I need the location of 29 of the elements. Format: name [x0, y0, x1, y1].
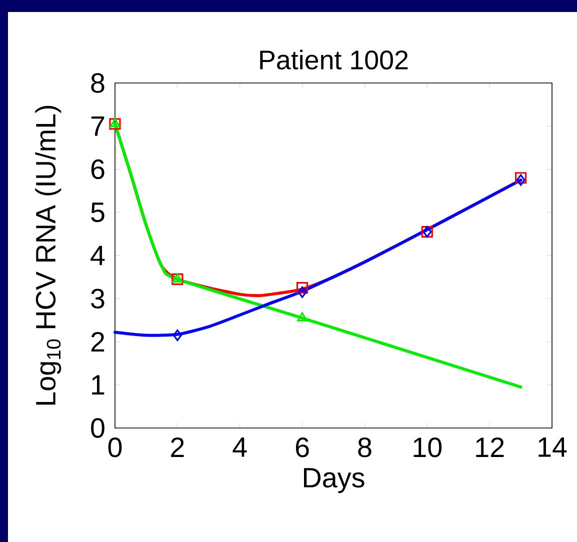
- y-tick-label: 0: [91, 418, 104, 438]
- x-tick-label: 6: [296, 438, 309, 458]
- x-tick-label: 10: [414, 438, 442, 458]
- point: [296, 282, 308, 294]
- point: [298, 286, 307, 298]
- x-tick-label: 8: [358, 438, 372, 458]
- x-tick-label: 0: [108, 438, 122, 458]
- y-tick-label: 3: [91, 288, 104, 308]
- point: [297, 312, 308, 322]
- x-tick-label: 2: [171, 438, 184, 457]
- y-tick-label: 4: [90, 246, 105, 266]
- point: [110, 118, 120, 128]
- x-axis-title: Days: [304, 468, 364, 494]
- y-axis-title: Log$_{10}$ HCV RNA (IU/mL): [35, 106, 62, 405]
- y-tick-label: 5: [91, 202, 104, 222]
- x-tick-label: 14: [538, 438, 567, 457]
- chart-title: Patient 1002: [260, 50, 408, 70]
- line-series: [114, 122, 522, 389]
- x-tick-label: 12: [476, 438, 504, 457]
- x-tick-label: 4: [232, 438, 247, 457]
- y-tick-label: 2: [91, 332, 104, 352]
- y-tick-label: 7: [91, 116, 104, 136]
- y-tick-label: 6: [91, 159, 104, 180]
- point: [109, 118, 121, 130]
- y-tick-label: 8: [91, 73, 104, 93]
- point: [172, 329, 182, 342]
- point: [172, 273, 184, 286]
- point: [172, 273, 183, 283]
- y-tick-label: 1: [92, 375, 104, 394]
